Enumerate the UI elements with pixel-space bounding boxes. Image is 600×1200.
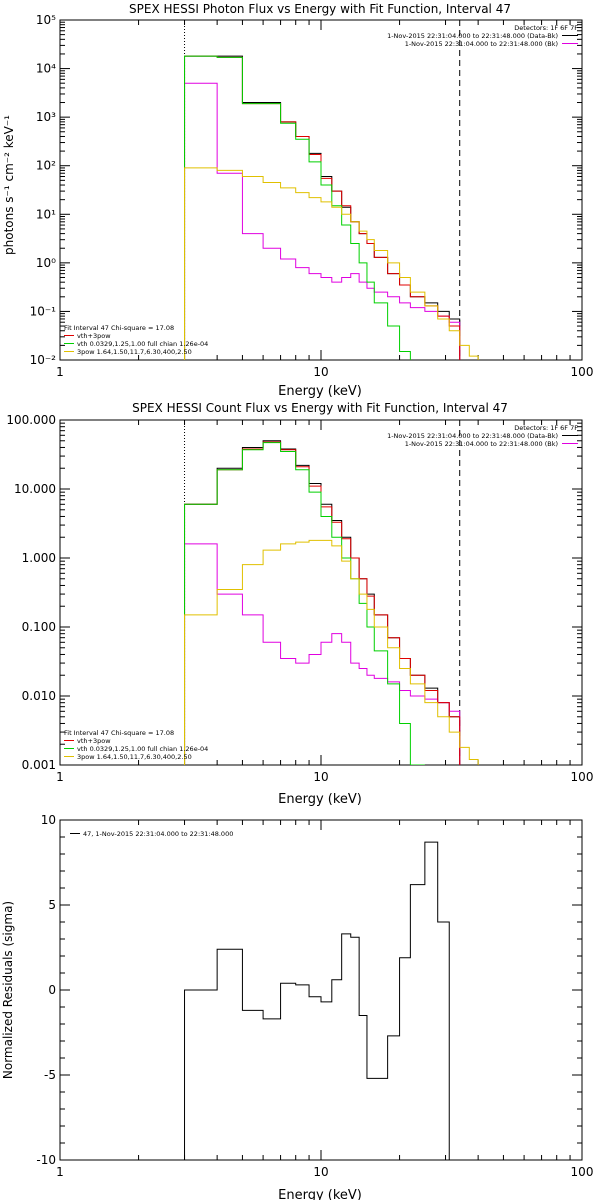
count-flux-panel: SPEX HESSI Count Flux vs Energy with Fit… [6, 401, 593, 807]
x-tick-label: 100 [571, 365, 594, 379]
y-tick-label: 10⁵ [36, 13, 56, 27]
series-vth [184, 442, 425, 765]
legend-entry: vth+3pow [77, 737, 111, 745]
y-tick-label: 0.010 [22, 689, 56, 703]
y-tick-label: 10⁻¹ [30, 304, 57, 318]
legend-entry: 3pow 1.64,1.50,11.7,6.30,400,2.50 [77, 348, 192, 356]
series-3pow [184, 539, 479, 765]
x-tick-label: 10 [313, 770, 328, 784]
y-tick-label: 0 [48, 983, 56, 997]
legend-entry: 1-Nov-2015 22:31:04.000 to 22:31:48.000 … [387, 32, 558, 40]
y-tick-label: 10⁴ [36, 62, 56, 76]
legend-entry: 3pow 1.64,1.50,11.7,6.30,400,2.50 [77, 753, 192, 761]
y-tick-label: 5 [48, 898, 56, 912]
photon-flux-title: SPEX HESSI Photon Flux vs Energy with Fi… [129, 2, 511, 16]
plot-frame [59, 419, 583, 766]
y-tick-label: 0.100 [22, 620, 56, 634]
legend-entry: vth 0.0329,1.25,1.00 full chian 1.26e-04 [77, 340, 208, 348]
legend-entry: vth 0.0329,1.25,1.00 full chian 1.26e-04 [77, 745, 208, 753]
x-tick-label: 1 [56, 365, 64, 379]
y-tick-label: 10³ [36, 110, 56, 124]
legend-header: Fit Interval 47 Chi-square = 17.08 [64, 729, 174, 737]
legend-header: Detectors: 1F 6F 7F [514, 24, 578, 32]
count-flux-xlabel: Energy (keV) [278, 792, 362, 807]
series-bk [184, 82, 461, 360]
y-tick-label: -5 [44, 1068, 56, 1082]
x-tick-label: 1 [56, 1165, 64, 1179]
photon-flux-panel: SPEX HESSI Photon Flux vs Energy with Fi… [2, 2, 593, 399]
y-tick-label: 100.000 [6, 413, 56, 427]
photon-flux-xlabel: Energy (keV) [278, 384, 362, 399]
legend-entry: 47, 1-Nov-2015 22:31:04.000 to 22:31:48.… [83, 830, 233, 838]
y-tick-label: 10² [36, 159, 56, 173]
plot-frame [59, 19, 583, 361]
series-vth-3pow [184, 55, 461, 360]
series-bk [184, 543, 461, 765]
legend-entry: 1-Nov-2015 22:31:04.000 to 22:31:48.000 … [387, 432, 558, 440]
x-tick-label: 10 [313, 1165, 328, 1179]
x-tick-label: 100 [571, 1165, 594, 1179]
series-data-bk [184, 55, 461, 360]
series-3pow [184, 167, 479, 360]
y-tick-label: 10⁻² [30, 353, 57, 367]
residuals-ylabel: Normalized Residuals (sigma) [1, 901, 15, 1079]
x-tick-label: 1 [56, 770, 64, 784]
x-tick-label: 100 [571, 770, 594, 784]
count-flux-title: SPEX HESSI Count Flux vs Energy with Fit… [132, 401, 508, 415]
plot-frame [59, 819, 583, 1161]
series-data-bk [184, 440, 461, 765]
legend-header: Detectors: 1F 6F 7F [514, 424, 578, 432]
photon-flux-ylabel: photons s⁻¹ cm⁻² keV⁻¹ [2, 115, 16, 255]
legend-header: Fit Interval 47 Chi-square = 17.08 [64, 324, 174, 332]
series-47 [184, 841, 450, 1160]
legend-entry: vth+3pow [77, 332, 111, 340]
y-tick-label: 10 [41, 813, 56, 827]
y-tick-label: 10.000 [14, 482, 56, 496]
y-tick-label: 10¹ [36, 207, 56, 221]
series-vth [184, 55, 411, 360]
legend-entry: 1-Nov-2015 22:31:04.000 to 22:31:48.000 … [405, 40, 558, 48]
y-tick-label: 10⁰ [36, 256, 56, 270]
residuals-panel: Energy (keV) Normalized Residuals (sigma… [1, 813, 593, 1200]
y-tick-label: 1.000 [22, 551, 56, 565]
residuals-xlabel: Energy (keV) [278, 1188, 362, 1200]
series-vth-3pow [184, 441, 461, 765]
legend-entry: 1-Nov-2015 22:31:04.000 to 22:31:48.000 … [405, 440, 558, 448]
y-tick-label: -10 [36, 1153, 56, 1167]
y-tick-label: 0.001 [22, 758, 56, 772]
x-tick-label: 10 [313, 365, 328, 379]
